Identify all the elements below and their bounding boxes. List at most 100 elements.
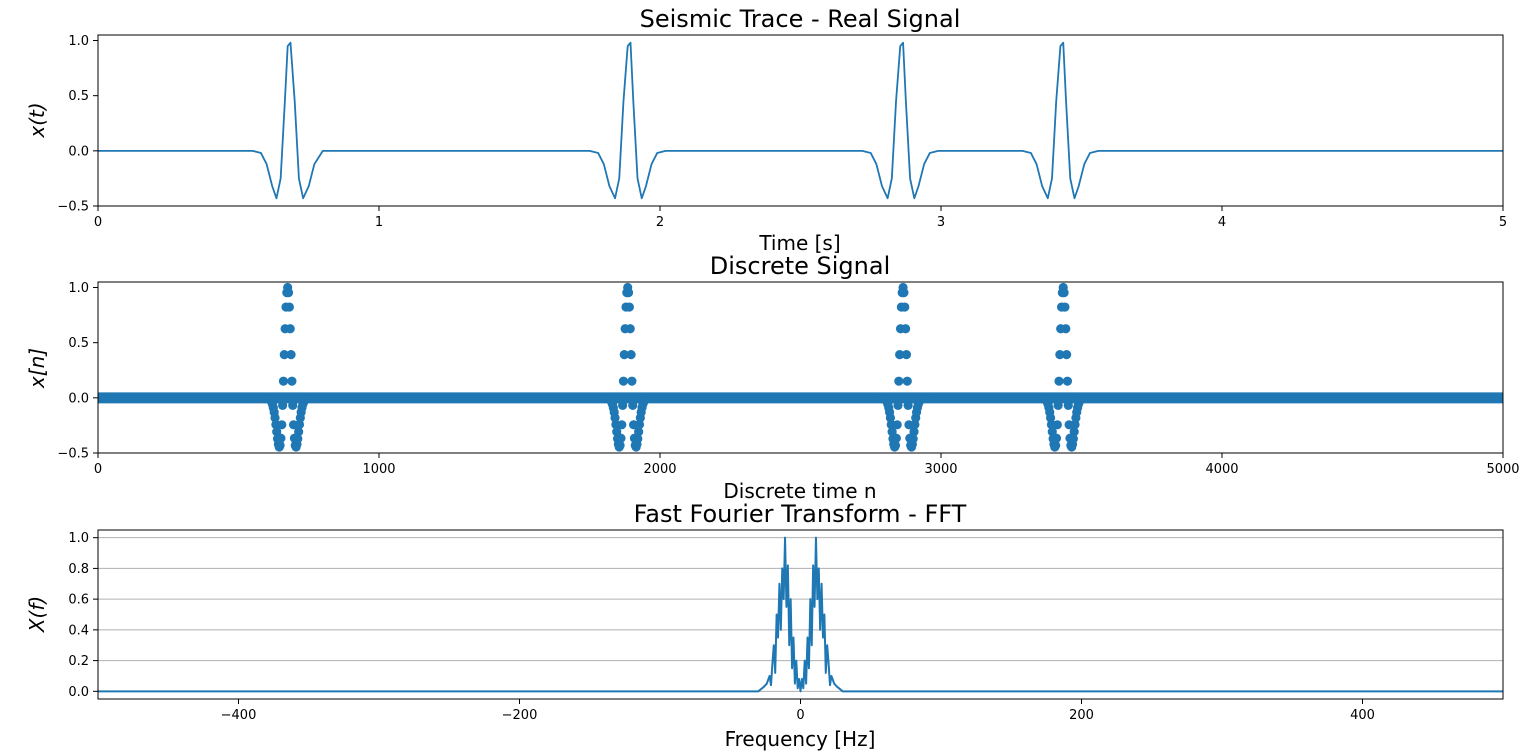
y-tick-label: 0.0 bbox=[68, 391, 89, 406]
y-tick-label: 0.0 bbox=[68, 144, 89, 159]
x-tick-label: 4 bbox=[1218, 215, 1226, 230]
data-point bbox=[1070, 419, 1080, 430]
y-tick-label: 1.0 bbox=[68, 281, 89, 296]
data-point bbox=[1045, 413, 1056, 423]
data-point bbox=[628, 400, 638, 410]
data-point bbox=[615, 440, 625, 450]
data-point bbox=[1069, 427, 1079, 437]
data-point bbox=[901, 350, 912, 360]
panel-fft: Fast Fourier Transform - FFT −400 −200 0 20… bbox=[25, 500, 1504, 751]
data-point bbox=[1068, 434, 1078, 444]
data-point bbox=[1055, 350, 1065, 360]
data-point bbox=[909, 427, 919, 437]
x-tick-label: 3000 bbox=[924, 462, 957, 477]
data-point bbox=[890, 440, 901, 450]
series-line bbox=[98, 41, 1503, 200]
data-point bbox=[618, 376, 629, 386]
x-tick-label: 200 bbox=[1069, 708, 1094, 723]
data-point bbox=[279, 350, 289, 360]
data-point bbox=[895, 350, 905, 360]
data-point bbox=[910, 419, 920, 430]
data-point bbox=[892, 420, 902, 430]
y-tick-label: 0.2 bbox=[68, 654, 89, 669]
chart-title: Fast Fourier Transform - FFT bbox=[634, 500, 967, 528]
y-axis-label: X(f) bbox=[25, 596, 49, 633]
data-point bbox=[644, 393, 654, 403]
data-point bbox=[1053, 400, 1063, 410]
y-axis-label: x(t) bbox=[25, 102, 49, 138]
x-tick-label: 3 bbox=[937, 215, 945, 230]
data-point bbox=[285, 324, 295, 334]
data-point bbox=[634, 419, 645, 430]
panel-seismic-trace: Seismic Trace - Real Signal 0 1 2 3 4 5 −0.5 0… bbox=[25, 5, 1507, 255]
data-point bbox=[624, 302, 634, 312]
data-point bbox=[293, 434, 303, 444]
data-point bbox=[908, 434, 918, 444]
y-axis-label: x[n] bbox=[25, 348, 49, 389]
y-tick-label: 0.8 bbox=[68, 562, 89, 577]
data-point bbox=[1062, 350, 1072, 360]
data-point bbox=[276, 433, 286, 443]
y-tick-label: 1.0 bbox=[68, 531, 89, 546]
data-point bbox=[278, 400, 288, 410]
x-tick-label: 0 bbox=[94, 215, 102, 230]
panel-discrete-signal: Discrete Signal 0 1000 2000 3000 4000 5000 −0… bbox=[25, 252, 1520, 503]
x-tick-label: −200 bbox=[502, 708, 538, 723]
data-point bbox=[617, 420, 627, 430]
data-point bbox=[623, 287, 634, 298]
x-tick-label: 5 bbox=[1499, 215, 1507, 230]
data-point bbox=[900, 324, 911, 334]
data-point bbox=[1052, 420, 1062, 430]
data-point bbox=[284, 302, 294, 312]
data-point bbox=[283, 287, 294, 298]
data-point bbox=[304, 393, 314, 403]
chart-title: Seismic Trace - Real Signal bbox=[640, 5, 961, 33]
x-tick-label: 2 bbox=[656, 215, 664, 230]
data-point bbox=[277, 420, 287, 430]
data-point bbox=[1061, 324, 1071, 334]
data-point bbox=[899, 287, 909, 298]
chart-title: Discrete Signal bbox=[710, 252, 890, 280]
data-point bbox=[1059, 287, 1069, 298]
data-point bbox=[894, 376, 904, 386]
data-point bbox=[1079, 393, 1089, 403]
data-point bbox=[610, 413, 620, 423]
y-tick-label: −0.5 bbox=[57, 447, 89, 462]
data-point bbox=[619, 350, 629, 360]
y-tick-label: 0.4 bbox=[68, 623, 89, 638]
y-tick-label: 0.5 bbox=[68, 336, 89, 351]
data-point bbox=[616, 433, 626, 443]
data-point bbox=[278, 376, 289, 386]
y-tick-label: 0.0 bbox=[68, 685, 89, 700]
data-point bbox=[627, 376, 637, 386]
x-axis-label: Discrete time n bbox=[723, 479, 876, 503]
data-point bbox=[275, 440, 285, 450]
x-tick-label: 400 bbox=[1350, 708, 1375, 723]
data-point bbox=[294, 427, 304, 437]
y-tick-label: 1.0 bbox=[68, 34, 89, 49]
data-point bbox=[294, 419, 305, 430]
x-tick-label: 2000 bbox=[643, 462, 676, 477]
data-point bbox=[286, 350, 296, 360]
data-point bbox=[900, 302, 910, 312]
data-point bbox=[1063, 400, 1073, 410]
x-tick-label: 1000 bbox=[362, 462, 395, 477]
data-point bbox=[919, 393, 929, 403]
data-point bbox=[1062, 376, 1073, 386]
x-tick-label: 0 bbox=[796, 708, 804, 723]
x-tick-label: −400 bbox=[221, 708, 257, 723]
data-point bbox=[902, 376, 912, 386]
x-axis-label: Time [s] bbox=[758, 231, 840, 255]
y-tick-label: 0.6 bbox=[68, 593, 89, 608]
data-point bbox=[633, 434, 643, 444]
y-tick-label: 0.5 bbox=[68, 89, 89, 104]
y-tick-label: −0.5 bbox=[57, 200, 89, 215]
x-axis-label: Frequency [Hz] bbox=[725, 727, 876, 751]
axes-frame bbox=[97, 34, 1504, 207]
axes-frame bbox=[97, 281, 1504, 454]
data-point bbox=[288, 400, 298, 410]
data-point bbox=[1054, 376, 1064, 386]
data-point bbox=[1051, 433, 1062, 443]
data-point bbox=[893, 400, 903, 410]
